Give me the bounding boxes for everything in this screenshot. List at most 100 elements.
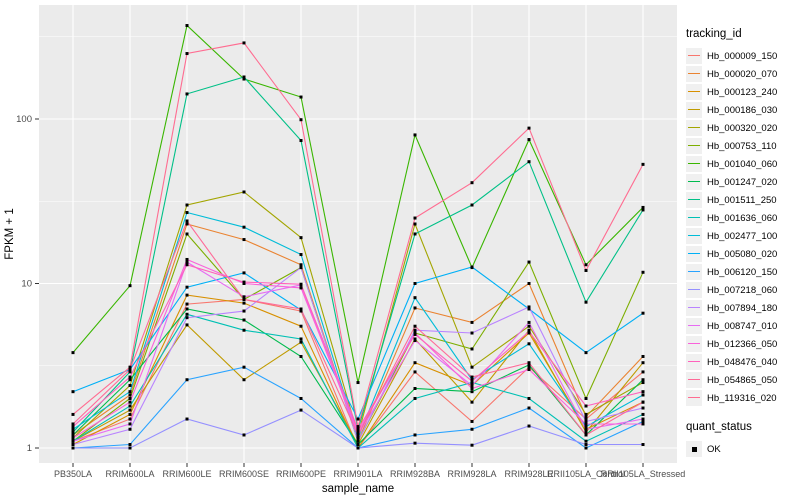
legend-item-label: Hb_000186_030: [707, 104, 778, 116]
data-point: [527, 406, 531, 410]
data-point: [299, 263, 303, 267]
legend-item-label: Hb_000753_110: [707, 140, 777, 152]
data-point: [71, 351, 75, 355]
data-point: [356, 381, 360, 385]
legend-item-label: Hb_007894_180: [707, 302, 778, 314]
legend-color-line: [688, 127, 700, 128]
legend-item-quant-OK: OK: [686, 440, 798, 458]
legend-item-Hb_006120_150: Hb_006120_150: [686, 263, 798, 281]
legend-item-Hb_000753_110: Hb_000753_110: [686, 137, 798, 155]
data-point: [641, 270, 645, 274]
data-point: [413, 332, 417, 336]
legend-item-label: Hb_054865_050: [707, 374, 778, 386]
legend-item-label: Hb_000320_020: [707, 122, 778, 134]
data-point: [128, 422, 132, 426]
data-point: [128, 393, 132, 397]
data-point: [356, 446, 360, 450]
x-tick-label: RRIM600PE: [276, 469, 326, 479]
data-point: [527, 365, 531, 369]
legend-item-Hb_001636_060: Hb_001636_060: [686, 209, 798, 227]
legend-key-swatch: [686, 120, 702, 136]
data-point: [299, 118, 303, 122]
black-square-point-icon: [692, 447, 697, 452]
data-point: [242, 318, 246, 322]
data-point: [641, 381, 645, 385]
legend-key-swatch: [686, 300, 702, 316]
data-point: [185, 203, 189, 207]
data-point: [641, 390, 645, 394]
legend-item-label: Hb_006120_150: [707, 266, 778, 278]
data-point: [584, 430, 588, 434]
data-point: [128, 365, 132, 369]
legend-item-Hb_001247_020: Hb_001247_020: [686, 173, 798, 191]
data-point: [242, 433, 246, 437]
y-tick-label: 100: [16, 114, 32, 125]
x-tick-label: PB350LA: [54, 469, 92, 479]
data-point: [641, 205, 645, 209]
data-point: [584, 443, 588, 447]
legend-item-Hb_007894_180: Hb_007894_180: [686, 299, 798, 317]
data-point: [413, 361, 417, 365]
data-point: [185, 219, 189, 223]
data-point: [641, 406, 645, 410]
data-point: [356, 436, 360, 440]
data-point: [641, 361, 645, 365]
data-point: [413, 282, 417, 285]
legend-key-swatch: [686, 372, 702, 388]
legend-item-Hb_000186_030: Hb_000186_030: [686, 101, 798, 119]
data-point: [356, 427, 360, 431]
x-tick-label: RRII105LA_Stressed: [601, 469, 686, 479]
data-point: [413, 324, 417, 328]
data-point: [299, 253, 303, 257]
data-point: [470, 203, 474, 207]
data-point: [413, 216, 417, 220]
data-point: [71, 446, 75, 450]
legend-item-label: Hb_012366_050: [707, 338, 778, 350]
data-point: [185, 417, 189, 421]
data-point: [299, 286, 303, 290]
quant-key-swatch: [686, 441, 702, 457]
data-point: [128, 427, 132, 431]
legend-color-line: [688, 55, 700, 56]
data-point: [299, 354, 303, 358]
data-point: [470, 390, 474, 394]
data-point: [128, 396, 132, 400]
data-point: [641, 354, 645, 358]
legend-key-swatch: [686, 282, 702, 298]
data-point: [71, 425, 75, 429]
data-point: [299, 340, 303, 344]
legend-item-Hb_007218_060: Hb_007218_060: [686, 281, 798, 299]
data-point: [71, 430, 75, 434]
tracking-id-legend-items: Hb_000009_150 Hb_000020_070 Hb_000123_240 H…: [686, 47, 798, 407]
legend-key-swatch: [686, 84, 702, 100]
legend-title-quant-status: quant_status: [686, 421, 752, 433]
legend-color-line: [688, 163, 700, 164]
legend-color-line: [688, 379, 700, 380]
legend-color-line: [688, 235, 700, 236]
data-point: [413, 370, 417, 374]
data-point: [527, 126, 531, 130]
legend-color-line: [688, 109, 700, 110]
data-point: [185, 211, 189, 215]
data-point: [185, 323, 189, 327]
data-point: [584, 263, 588, 267]
data-point: [470, 386, 474, 390]
x-tick-label: RRIM600LA: [105, 469, 154, 479]
data-point: [299, 337, 303, 341]
legend-item-Hb_000320_020: Hb_000320_020: [686, 119, 798, 137]
legend-item-Hb_048476_040: Hb_048476_040: [686, 353, 798, 371]
data-point: [527, 361, 531, 365]
data-point: [299, 236, 303, 240]
data-point: [470, 347, 474, 351]
data-point: [128, 443, 132, 447]
data-point: [641, 417, 645, 421]
legend-key-swatch: [686, 246, 702, 262]
data-point: [413, 328, 417, 332]
data-point: [71, 436, 75, 440]
legend-color-line: [688, 289, 700, 290]
data-point: [128, 284, 132, 288]
legend-item-label: Hb_119316_020: [707, 392, 777, 404]
data-point: [470, 443, 474, 447]
data-point: [413, 441, 417, 445]
data-point: [128, 400, 132, 404]
